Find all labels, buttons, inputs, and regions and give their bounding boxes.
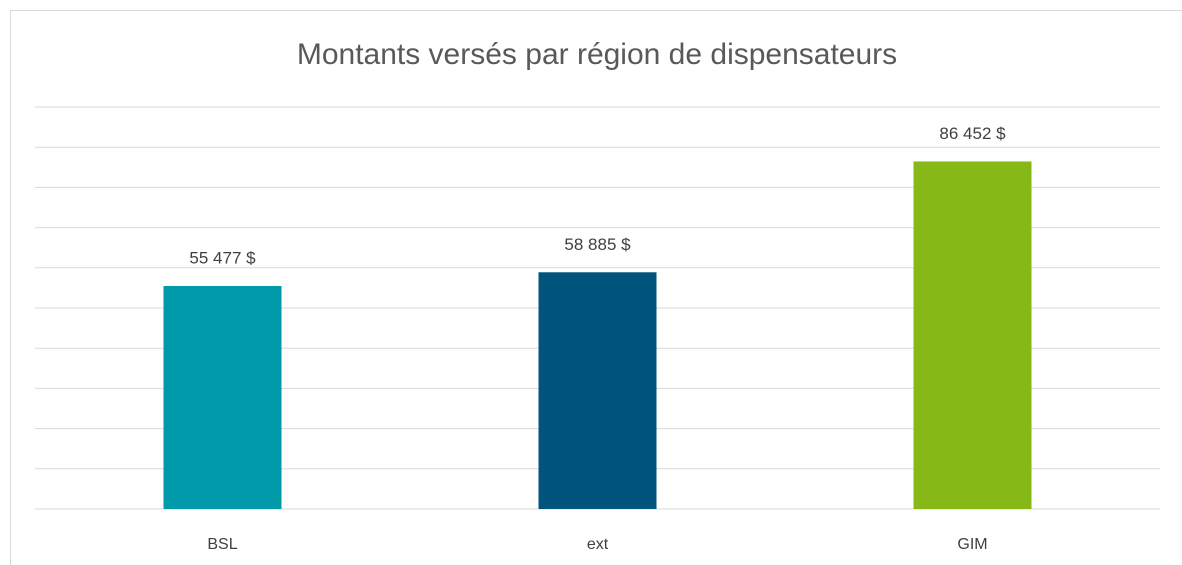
data-label: 86 452 $ [939,124,1006,143]
x-tick-label: ext [587,536,609,553]
chart-border [10,10,1182,565]
data-label: 58 885 $ [564,235,631,254]
bar [538,272,657,509]
bar [163,285,282,509]
data-label: 55 477 $ [189,248,256,267]
x-tick-label: GIM [957,536,987,553]
x-tick-label: BSL [207,536,237,553]
chart-title: Montants versés par région de dispensate… [297,38,897,71]
bar [913,161,1032,510]
